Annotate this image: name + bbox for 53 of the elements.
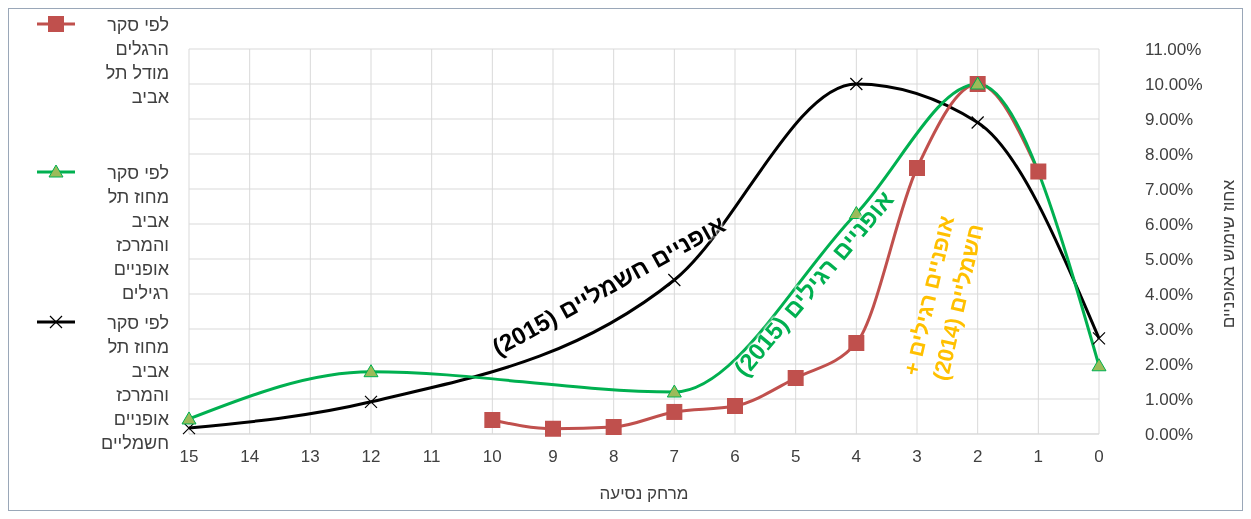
x-tick-label: 13	[300, 447, 320, 467]
y-tick-label: 7.00%	[1145, 180, 1194, 200]
y-tick-label: 2.00%	[1145, 355, 1194, 375]
y-tick-label: 1.00%	[1145, 390, 1194, 410]
x-tick-label: 8	[608, 447, 619, 467]
point	[605, 419, 622, 435]
legend-label: לפי סקר מחוז תל אביב והמרכז אופניים רגילים	[106, 162, 169, 305]
x-tick-label: 1	[1033, 447, 1044, 467]
point	[1030, 163, 1047, 180]
x-tick-label: 2	[972, 447, 983, 467]
y-tick-label: 11.00%	[1145, 40, 1202, 60]
point	[849, 77, 863, 91]
y-tick-label: 9.00%	[1145, 110, 1194, 130]
annotation: אופניים רגילים (2015)	[728, 185, 899, 382]
point	[484, 412, 501, 428]
legend-label: לפי סקר הרגלים מודל תל אביב	[104, 14, 169, 109]
x-tick-label: 0	[1094, 447, 1104, 467]
y-tick-label: 0.00%	[1145, 425, 1194, 445]
x-tick-label: 9	[548, 447, 558, 467]
point	[363, 364, 379, 378]
point	[1092, 331, 1106, 346]
point	[727, 398, 743, 414]
y-tick-label: 3.00%	[1145, 320, 1194, 340]
x-tick-label: 6	[730, 447, 740, 467]
x-tick-label: 5	[790, 447, 801, 467]
point	[1091, 358, 1107, 372]
x-tick-label: 15	[179, 447, 199, 467]
x-tick-label: 12	[361, 447, 381, 467]
x-tick-label: 14	[240, 447, 260, 467]
point	[666, 384, 682, 398]
legend-label: לפי סקר מחוז תל אביב והמרכז אופניים חשמליים	[100, 312, 169, 455]
y-tick-label: 6.00%	[1145, 215, 1194, 235]
point	[545, 420, 561, 437]
x-tick-label: 10	[482, 447, 502, 467]
point	[848, 335, 865, 351]
point	[181, 411, 197, 425]
annotation: אופניים רגילים + חשמליים (2014)	[897, 212, 990, 385]
annotation: אופניים חשמליים (2015)	[486, 209, 731, 363]
x-tick-label: 4	[851, 447, 862, 467]
point	[667, 273, 681, 287]
x-tick-label: 11	[422, 447, 441, 467]
y-tick-label: 4.00%	[1145, 285, 1194, 305]
x-tick-label: 7	[669, 447, 680, 467]
y-tick-label: 5.00%	[1145, 250, 1194, 270]
point	[909, 160, 925, 176]
x-axis-title: מרחק נסיעה	[599, 484, 689, 503]
y-axis-title: אחוז שימוש באופניים	[1219, 178, 1239, 331]
x-tick-label: 3	[912, 447, 922, 467]
y-tick-label: 8.00%	[1145, 145, 1194, 165]
point	[364, 395, 378, 409]
point	[666, 403, 683, 420]
y-tick-label: 10.00%	[1145, 75, 1203, 95]
point	[971, 115, 985, 130]
